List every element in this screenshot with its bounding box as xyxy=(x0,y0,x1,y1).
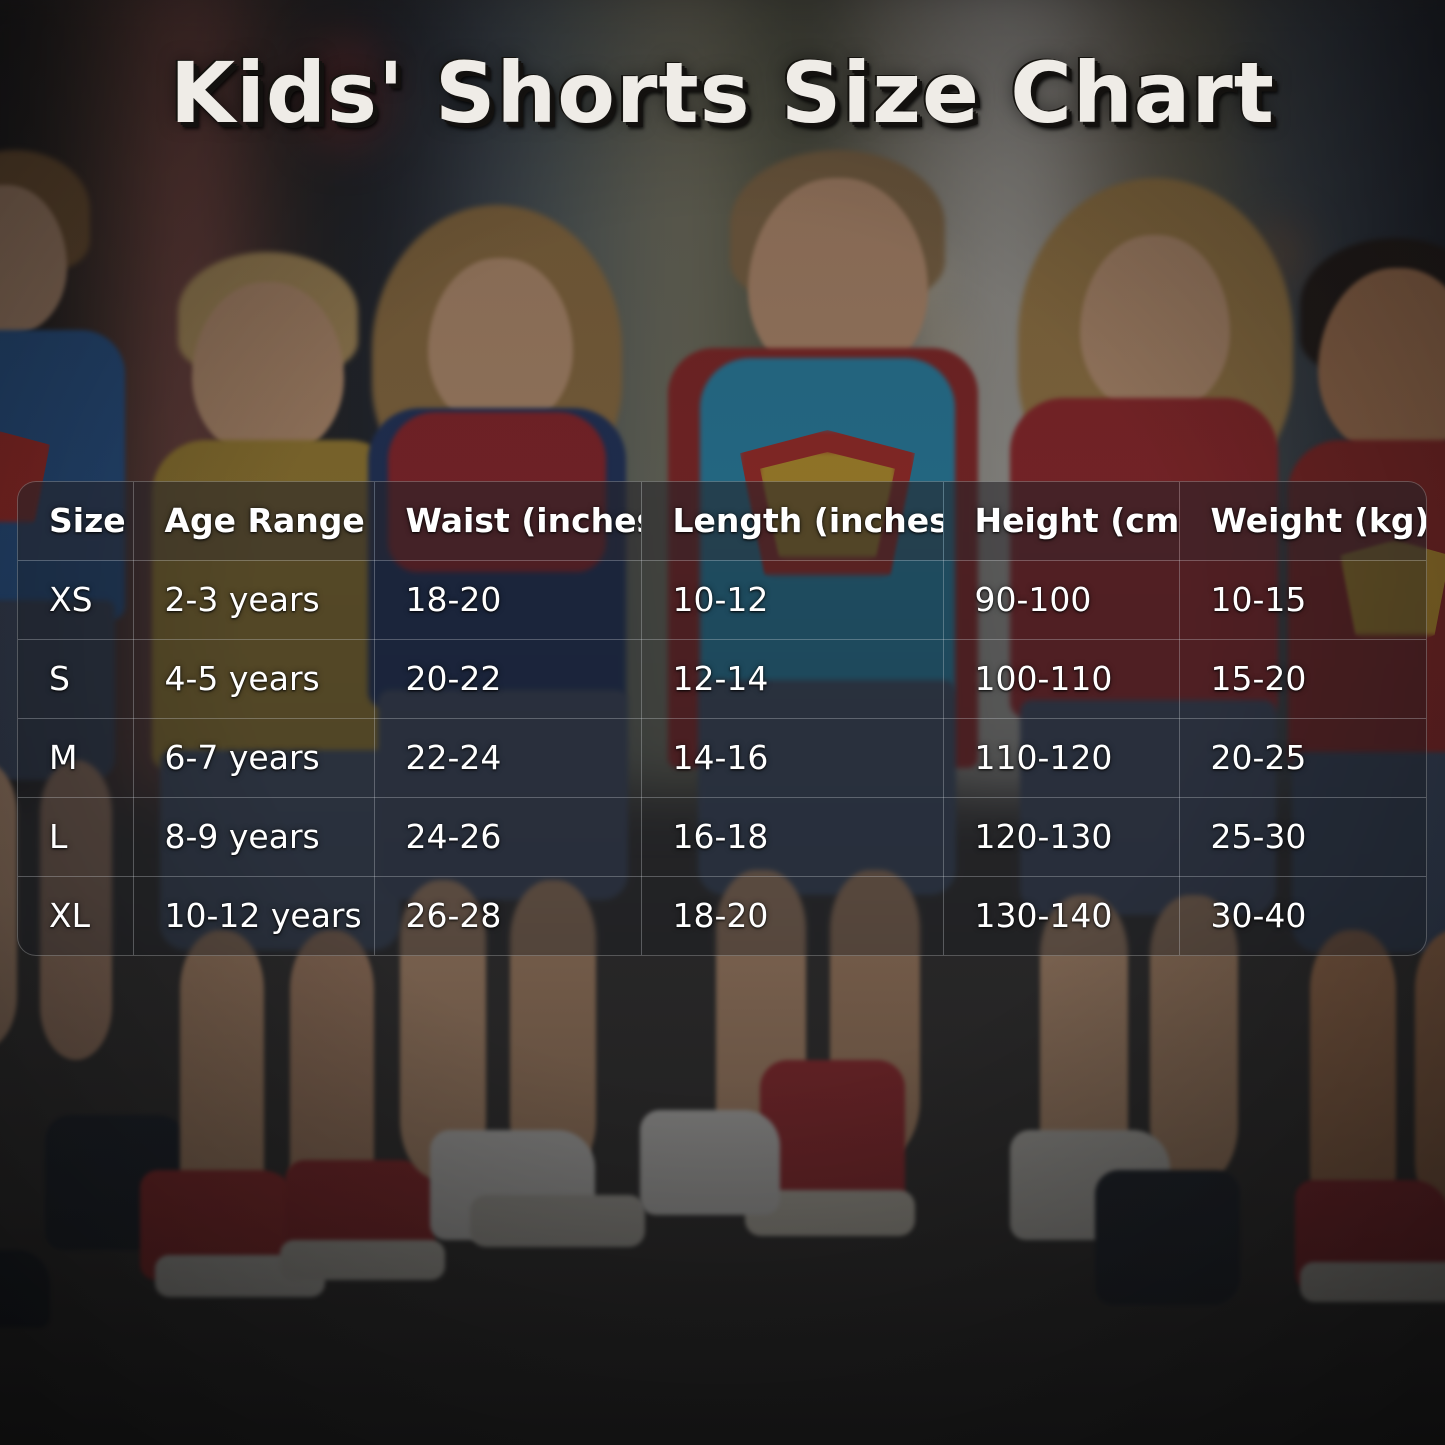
table-body: XS 2-3 years 18-20 10-12 90-100 10-15 S … xyxy=(18,560,1426,955)
column-header-weight: Weight (kg) xyxy=(1179,482,1426,561)
cell-weight: 30-40 xyxy=(1210,896,1307,936)
cell-age: 2-3 years xyxy=(133,560,375,640)
column-header-length: Length (inches) xyxy=(641,482,944,561)
cell-height: 90-100 xyxy=(943,560,1180,640)
cell-length: 18-20 xyxy=(641,876,944,955)
table-row: L 8-9 years 24-26 16-18 120-130 25-30 xyxy=(18,797,1426,877)
cell-height: 130-140 xyxy=(943,876,1180,955)
size-chart-table-container: Size Age Range Waist (inches) Length (in… xyxy=(17,481,1427,956)
cell-waist: 20-22 xyxy=(374,639,642,719)
cell-age: 10-12 years xyxy=(133,876,375,955)
cell-height: 100-110 xyxy=(943,639,1180,719)
table-row: M 6-7 years 22-24 14-16 110-120 20-25 xyxy=(18,718,1426,798)
table-row: XL 10-12 years 26-28 18-20 130-140 30-40 xyxy=(18,876,1426,955)
cell-length: 14-16 xyxy=(641,718,944,798)
size-chart-table: Size Age Range Waist (inches) Length (in… xyxy=(18,482,1426,955)
cell-height: 110-120 xyxy=(943,718,1180,798)
column-header-waist: Waist (inches) xyxy=(374,482,642,561)
cell-size: S xyxy=(18,639,134,719)
table-row: XS 2-3 years 18-20 10-12 90-100 10-15 xyxy=(18,560,1426,640)
cell-size: M xyxy=(18,718,134,798)
cell-weight: 20-25 xyxy=(1179,718,1426,798)
cell-size: XS xyxy=(18,560,134,640)
column-header-size: Size xyxy=(18,482,134,561)
cell-weight: 10-15 xyxy=(1179,560,1426,640)
table-header-row: Size Age Range Waist (inches) Length (in… xyxy=(18,482,1426,561)
cell-age: 4-5 years xyxy=(133,639,375,719)
cell-waist: 22-24 xyxy=(374,718,642,798)
cell-age: 8-9 years xyxy=(133,797,375,877)
cell-size: XL xyxy=(18,876,134,955)
column-header-height: Height (cm) xyxy=(943,482,1180,561)
cell-age: 6-7 years xyxy=(133,718,375,798)
cell-length: 16-18 xyxy=(641,797,944,877)
cell-weight: 15-20 xyxy=(1179,639,1426,719)
column-header-age: Age Range xyxy=(133,482,375,561)
table-row: S 4-5 years 20-22 12-14 100-110 15-20 xyxy=(18,639,1426,719)
cell-waist: 24-26 xyxy=(374,797,642,877)
page-title: Kids' Shorts Size Chart xyxy=(170,44,1275,142)
cell-length: 12-14 xyxy=(641,639,944,719)
cell-waist: 18-20 xyxy=(374,560,642,640)
cell-length: 10-12 xyxy=(641,560,944,640)
cell-height: 120-130 xyxy=(943,797,1180,877)
cell-waist: 26-28 xyxy=(374,876,642,955)
cell-size: L xyxy=(18,797,134,877)
table-header: Size Age Range Waist (inches) Length (in… xyxy=(18,482,1426,561)
cell-weight: 25-30 xyxy=(1179,797,1426,877)
